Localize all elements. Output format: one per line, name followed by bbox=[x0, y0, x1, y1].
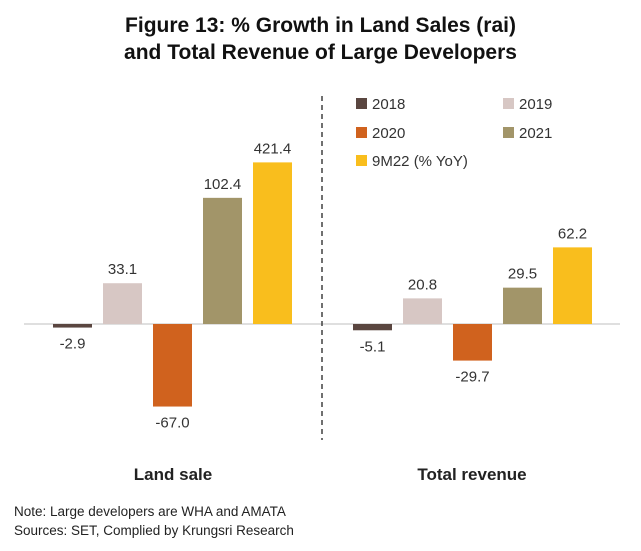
data-label: 102.4 bbox=[204, 176, 242, 193]
data-label: 20.8 bbox=[408, 276, 437, 293]
chart-title: Figure 13: % Growth in Land Sales (rai) … bbox=[0, 12, 641, 66]
bar-total-revenue-2018 bbox=[353, 324, 392, 331]
data-label: -29.7 bbox=[455, 369, 489, 386]
data-label: -2.9 bbox=[60, 336, 86, 353]
legend-swatch bbox=[356, 155, 367, 166]
legend-swatch bbox=[503, 98, 514, 109]
bar-land-sale-2021 bbox=[203, 197, 242, 324]
note-text: Note: Large developers are WHA and AMATA bbox=[14, 504, 286, 519]
legend-swatch bbox=[503, 127, 514, 138]
data-label: -5.1 bbox=[360, 338, 386, 355]
bar-land-sale-2018 bbox=[53, 324, 92, 328]
bar-total-revenue-2021 bbox=[503, 287, 542, 324]
legend-label: 2021 bbox=[519, 125, 552, 142]
bar-land-sale-2020 bbox=[153, 324, 192, 407]
legend-label: 9M22 (% YoY) bbox=[372, 153, 468, 170]
data-label: 421.4 bbox=[254, 140, 292, 157]
chart-title-line2: and Total Revenue of Large Developers bbox=[124, 41, 517, 64]
legend-swatch bbox=[356, 127, 367, 138]
chart-notes: Note: Large developers are WHA and AMATA… bbox=[14, 502, 294, 540]
legend-label: 2020 bbox=[372, 125, 405, 142]
chart-title-line1: Figure 13: % Growth in Land Sales (rai) bbox=[125, 14, 516, 37]
bar-total-revenue-2020 bbox=[453, 324, 492, 361]
bar-total-revenue-2019 bbox=[403, 298, 442, 324]
category-label: Land sale bbox=[134, 465, 212, 484]
bar-land-sale-9m22 bbox=[253, 162, 292, 324]
data-label: 33.1 bbox=[108, 261, 137, 278]
data-label: 62.2 bbox=[558, 225, 587, 242]
data-label: 29.5 bbox=[508, 266, 537, 283]
source-text: Sources: SET, Complied by Krungsri Resea… bbox=[14, 523, 294, 538]
legend-swatch bbox=[356, 98, 367, 109]
category-label: Total revenue bbox=[417, 465, 526, 484]
bar-total-revenue-9m22 bbox=[553, 247, 592, 324]
legend-label: 2019 bbox=[519, 96, 552, 113]
bar-land-sale-2019 bbox=[103, 283, 142, 324]
legend-label: 2018 bbox=[372, 96, 405, 113]
data-label: -67.0 bbox=[155, 415, 189, 432]
